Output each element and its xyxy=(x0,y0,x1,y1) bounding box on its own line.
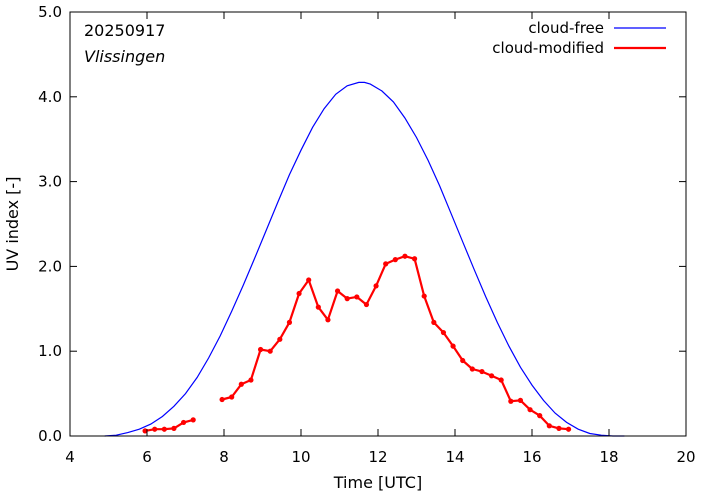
series-line-cloud-free xyxy=(104,81,625,437)
x-tick-label: 16 xyxy=(522,448,541,466)
x-tick-label: 10 xyxy=(291,448,310,466)
data-point-cloud-modified xyxy=(344,296,350,302)
location-label: Vlissingen xyxy=(84,47,165,66)
data-point-cloud-modified xyxy=(431,319,437,325)
legend-label-cloud-modified: cloud-modified xyxy=(492,39,604,57)
data-point-cloud-modified xyxy=(267,348,273,354)
data-point-cloud-modified xyxy=(421,293,427,299)
plot-area xyxy=(104,81,625,437)
data-point-cloud-modified xyxy=(488,373,495,379)
data-point-cloud-modified xyxy=(180,419,187,426)
data-point-cloud-modified xyxy=(229,394,235,400)
data-point-cloud-modified xyxy=(498,377,504,383)
data-point-cloud-modified xyxy=(383,261,389,267)
data-point-cloud-modified xyxy=(508,398,514,404)
data-point-cloud-modified xyxy=(257,346,264,353)
y-tick-label: 0.0 xyxy=(38,427,62,445)
legend: cloud-free cloud-modified xyxy=(492,19,666,57)
data-point-cloud-modified xyxy=(238,381,244,387)
y-tick-label: 5.0 xyxy=(38,3,62,21)
data-point-cloud-modified xyxy=(171,425,177,431)
series-line-cloud-modified xyxy=(221,255,569,431)
data-point-cloud-modified xyxy=(440,329,447,336)
x-axis-title: Time [UTC] xyxy=(333,473,422,492)
data-point-cloud-modified xyxy=(325,317,331,323)
data-point-cloud-modified xyxy=(450,343,456,349)
data-point-cloud-modified xyxy=(277,336,283,342)
x-tick-label: 4 xyxy=(65,448,75,466)
data-point-cloud-modified xyxy=(565,426,572,432)
data-point-cloud-modified xyxy=(161,426,167,432)
x-tick-label: 8 xyxy=(219,448,229,466)
data-point-cloud-modified xyxy=(517,397,524,403)
data-point-cloud-modified xyxy=(190,417,196,423)
legend-label-cloud-free: cloud-free xyxy=(528,19,604,37)
annotations: 20250917 Vlissingen xyxy=(84,21,165,66)
data-point-cloud-modified xyxy=(286,319,293,325)
x-tick-label: 18 xyxy=(599,448,618,466)
data-point-cloud-modified xyxy=(402,253,408,259)
y-tick-label: 1.0 xyxy=(38,342,62,360)
data-point-cloud-modified xyxy=(296,290,302,297)
data-point-cloud-modified xyxy=(306,277,312,283)
data-point-cloud-modified xyxy=(142,428,148,434)
x-tick-label: 20 xyxy=(676,448,695,466)
date-label: 20250917 xyxy=(84,21,165,40)
data-point-cloud-modified xyxy=(546,423,552,429)
y-tick-label: 2.0 xyxy=(38,257,62,275)
y-axis-title: UV index [-] xyxy=(3,177,22,272)
x-tick-label: 6 xyxy=(142,448,152,466)
axes: 4 6 8 10 12 14 16 18 20 0.0 1.0 2.0 3.0 4.0 5.0 xyxy=(38,3,695,466)
data-point-cloud-modified xyxy=(537,413,543,419)
x-tick-label: 12 xyxy=(368,448,387,466)
plot-frame xyxy=(69,11,687,437)
data-point-cloud-modified xyxy=(363,301,370,308)
data-point-cloud-modified xyxy=(411,256,418,262)
data-point-cloud-modified xyxy=(460,357,466,364)
data-point-cloud-modified xyxy=(152,426,158,432)
data-point-cloud-modified xyxy=(354,294,360,300)
data-point-cloud-modified xyxy=(315,304,321,310)
data-point-cloud-modified xyxy=(556,425,562,431)
data-point-cloud-modified xyxy=(469,366,475,372)
data-point-cloud-modified xyxy=(373,283,379,289)
data-point-cloud-modified xyxy=(392,257,398,263)
data-point-cloud-modified xyxy=(479,368,485,375)
y-tick-label: 4.0 xyxy=(38,88,62,106)
data-point-cloud-modified xyxy=(248,377,254,383)
y-tick-label: 3.0 xyxy=(38,173,62,191)
data-point-cloud-modified xyxy=(219,396,225,403)
data-point-cloud-modified xyxy=(527,407,533,413)
x-tick-label: 14 xyxy=(445,448,464,466)
data-point-cloud-modified xyxy=(334,288,341,294)
